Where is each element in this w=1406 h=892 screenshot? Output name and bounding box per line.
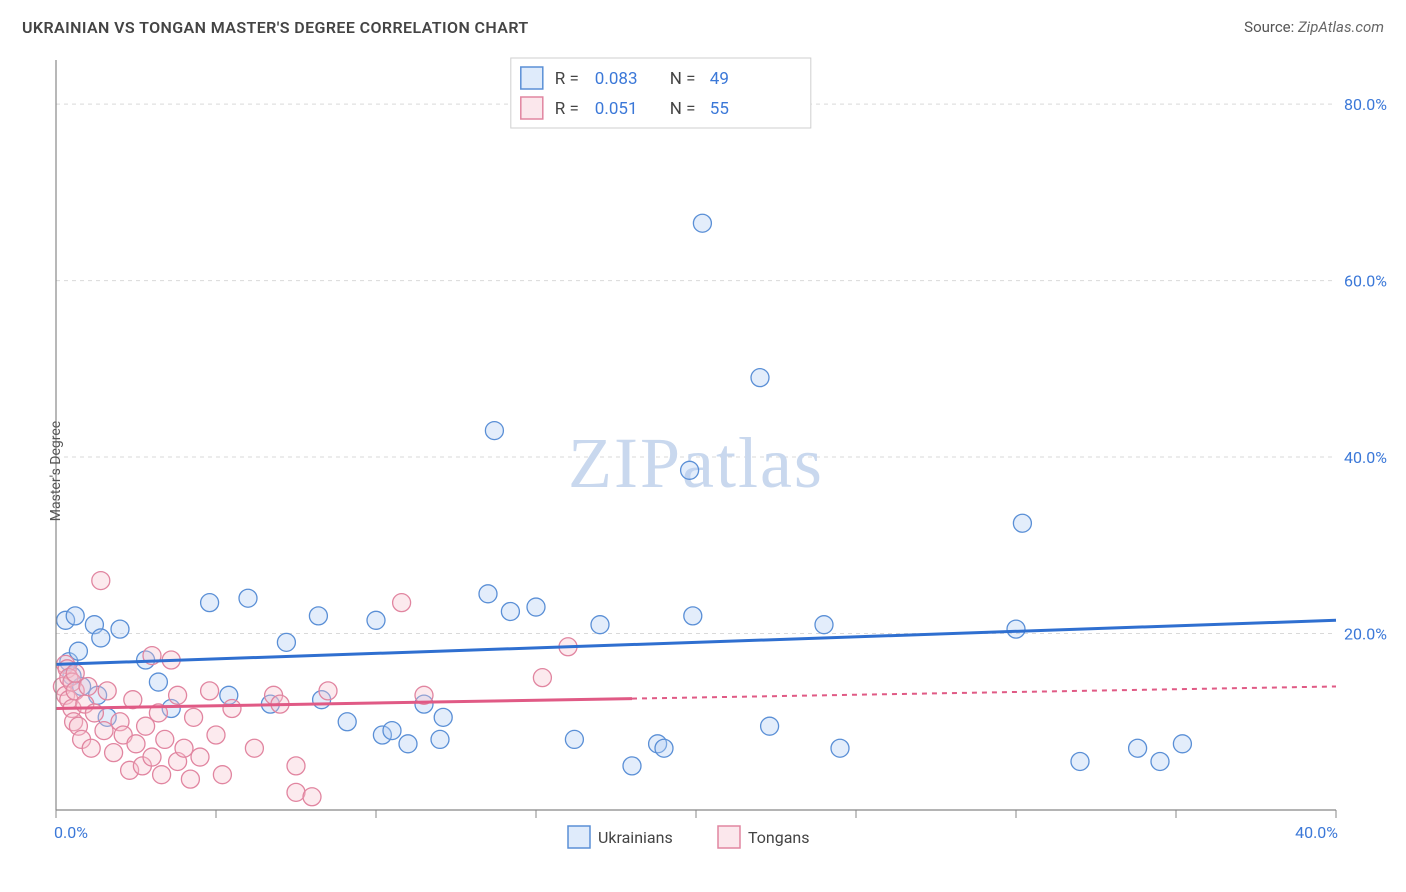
stat-legend-n-value: 55: [710, 99, 729, 119]
data-point-ukrainians: [239, 589, 257, 607]
data-point-ukrainians: [815, 616, 833, 634]
x-tick-label: 40.0%: [1295, 823, 1338, 842]
data-point-tongans: [303, 788, 321, 806]
stat-legend-r-label: R =: [555, 99, 579, 119]
y-tick-label: 60.0%: [1344, 272, 1387, 291]
stat-legend-r-value: 0.051: [595, 99, 638, 119]
data-point-tongans: [175, 739, 193, 757]
stat-legend-n-label: N =: [670, 69, 696, 89]
data-point-ukrainians: [527, 598, 545, 616]
data-point-ukrainians: [681, 461, 699, 479]
data-point-tongans: [181, 770, 199, 788]
data-point-tongans: [533, 669, 551, 687]
data-point-ukrainians: [751, 369, 769, 387]
data-point-ukrainians: [1151, 752, 1169, 770]
data-point-tongans: [185, 708, 203, 726]
data-point-tongans: [82, 739, 100, 757]
chart-title: UKRAINIAN VS TONGAN MASTER'S DEGREE CORR…: [22, 18, 529, 37]
data-point-tongans: [287, 783, 305, 801]
source-name: ZipAtlas.com: [1298, 18, 1384, 36]
data-point-tongans: [153, 766, 171, 784]
series-legend-label: Ukrainians: [598, 828, 673, 847]
data-point-ukrainians: [761, 717, 779, 735]
data-point-ukrainians: [1071, 752, 1089, 770]
data-point-ukrainians: [1173, 735, 1191, 753]
data-point-ukrainians: [1007, 620, 1025, 638]
y-tick-label: 20.0%: [1344, 625, 1387, 644]
data-point-tongans: [79, 677, 97, 695]
chart-container: Master's Degree 20.0%40.0%60.0%80.0%ZIPa…: [0, 50, 1406, 892]
stat-legend-r-label: R =: [555, 69, 579, 89]
data-point-ukrainians: [693, 214, 711, 232]
data-point-ukrainians: [684, 607, 702, 625]
data-point-tongans: [287, 757, 305, 775]
data-point-ukrainians: [338, 713, 356, 731]
data-point-ukrainians: [485, 422, 503, 440]
data-point-ukrainians: [1013, 514, 1031, 532]
data-point-tongans: [213, 766, 231, 784]
data-point-tongans: [207, 726, 225, 744]
series-legend-label: Tongans: [748, 828, 810, 847]
source-attribution: Source: ZipAtlas.com: [1244, 18, 1384, 36]
data-point-ukrainians: [277, 633, 295, 651]
data-point-ukrainians: [831, 739, 849, 757]
data-point-ukrainians: [431, 730, 449, 748]
data-point-tongans: [92, 572, 110, 590]
data-point-ukrainians: [479, 585, 497, 603]
data-point-ukrainians: [383, 722, 401, 740]
series-legend-swatch: [718, 826, 740, 848]
scatter-chart: 20.0%40.0%60.0%80.0%ZIPatlas0.0%40.0%R =…: [0, 50, 1406, 892]
data-point-tongans: [201, 682, 219, 700]
data-point-ukrainians: [434, 708, 452, 726]
data-point-ukrainians: [111, 620, 129, 638]
stat-legend-n-value: 49: [710, 69, 729, 89]
x-tick-label: 0.0%: [54, 823, 88, 842]
stat-legend-r-value: 0.083: [595, 69, 638, 89]
data-point-tongans: [245, 739, 263, 757]
data-point-ukrainians: [201, 594, 219, 612]
data-point-ukrainians: [149, 673, 167, 691]
data-point-tongans: [223, 700, 241, 718]
trend-line-extrapolated-tongans: [632, 686, 1336, 698]
data-point-ukrainians: [655, 739, 673, 757]
data-point-tongans: [156, 730, 174, 748]
data-point-ukrainians: [309, 607, 327, 625]
trend-line-ukrainians: [56, 620, 1336, 664]
data-point-tongans: [105, 744, 123, 762]
data-point-ukrainians: [501, 602, 519, 620]
data-point-ukrainians: [92, 629, 110, 647]
source-label: Source:: [1244, 18, 1294, 36]
y-tick-label: 40.0%: [1344, 448, 1387, 467]
y-axis-label: Master's Degree: [48, 421, 64, 521]
data-point-tongans: [169, 686, 187, 704]
data-point-ukrainians: [66, 607, 84, 625]
stat-legend-swatch: [521, 67, 543, 89]
data-point-ukrainians: [565, 730, 583, 748]
data-point-tongans: [393, 594, 411, 612]
data-point-tongans: [127, 735, 145, 753]
stat-legend-n-label: N =: [670, 99, 696, 119]
y-tick-label: 80.0%: [1344, 95, 1387, 114]
data-point-tongans: [319, 682, 337, 700]
data-point-ukrainians: [591, 616, 609, 634]
data-point-ukrainians: [1129, 739, 1147, 757]
data-point-tongans: [191, 748, 209, 766]
data-point-tongans: [143, 748, 161, 766]
data-point-ukrainians: [367, 611, 385, 629]
data-point-tongans: [98, 682, 116, 700]
data-point-ukrainians: [623, 757, 641, 775]
data-point-ukrainians: [399, 735, 417, 753]
series-legend-swatch: [568, 826, 590, 848]
data-point-tongans: [95, 722, 113, 740]
stat-legend-swatch: [521, 97, 543, 119]
